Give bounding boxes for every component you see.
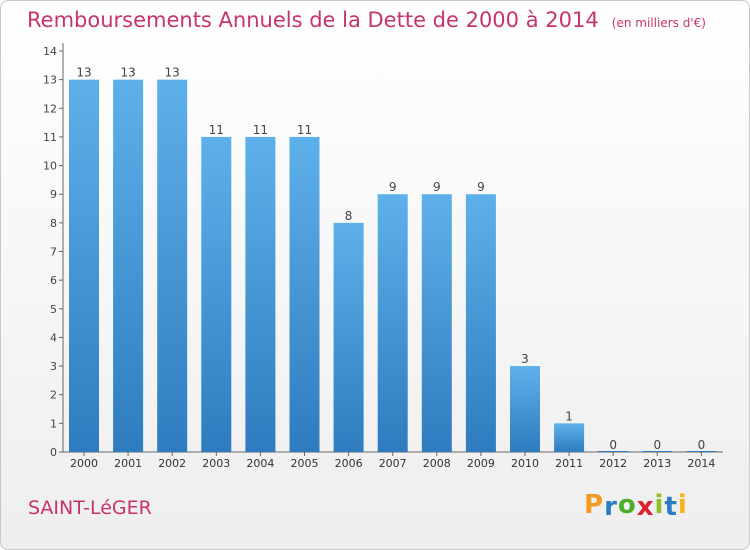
bar — [421, 194, 452, 452]
y-tick-label: 7 — [50, 246, 57, 259]
title-main: Remboursements Annuels de la Dette de 20… — [27, 8, 599, 32]
bar — [377, 194, 408, 452]
x-tick-label: 2012 — [599, 457, 627, 470]
y-tick-label: 14 — [43, 45, 57, 58]
logo-letter: t — [664, 492, 678, 522]
logo-letter: i — [654, 490, 665, 520]
chart-title: Remboursements Annuels de la Dette de 20… — [27, 8, 706, 32]
x-tick-label: 2013 — [643, 457, 671, 470]
logo-letter: i — [677, 490, 688, 520]
value-label: 9 — [477, 180, 485, 194]
bar — [245, 136, 276, 452]
x-tick-label: 2004 — [246, 457, 274, 470]
y-tick-label: 6 — [50, 274, 57, 287]
value-labels: 13 13 13 11 11 11 8 9 9 9 3 1 0 0 0 — [76, 66, 705, 452]
value-label: 11 — [297, 123, 312, 137]
bar — [201, 136, 232, 452]
logo-letter: r — [604, 492, 618, 522]
x-tick-label: 2010 — [511, 457, 539, 470]
commune-name: SAINT-LéGER — [28, 497, 152, 519]
value-label: 11 — [253, 123, 268, 137]
value-label: 8 — [345, 209, 353, 223]
bar — [157, 79, 188, 453]
y-tick-label: 0 — [50, 446, 57, 459]
x-tick-label: 2014 — [687, 457, 715, 470]
value-label: 13 — [165, 66, 180, 80]
value-label: 0 — [609, 438, 617, 452]
y-tick-label: 9 — [50, 188, 57, 201]
y-tick-label: 5 — [50, 303, 57, 316]
bar — [465, 194, 496, 452]
value-label: 11 — [209, 123, 224, 137]
proxiti-logo: Proxiti — [584, 490, 688, 522]
value-label: 3 — [521, 352, 529, 366]
value-label: 13 — [76, 66, 91, 80]
x-tick-label: 2011 — [555, 457, 583, 470]
bar — [333, 222, 364, 452]
bar — [69, 79, 99, 453]
x-tick-label: 2007 — [379, 457, 407, 470]
value-label: 0 — [698, 438, 706, 452]
y-tick-label: 12 — [43, 102, 57, 115]
y-tick-label: 3 — [50, 360, 57, 373]
logo-letter: o — [617, 490, 637, 520]
value-label: 1 — [565, 409, 573, 423]
x-tick-label: 2003 — [202, 457, 230, 470]
logo-letter: P — [584, 490, 605, 520]
bar — [554, 423, 585, 452]
x-tick-label: 2001 — [114, 457, 142, 470]
logo-letter: x — [636, 492, 655, 522]
value-label: 0 — [653, 438, 661, 452]
bar — [289, 136, 320, 452]
x-tick-label: 2000 — [70, 457, 98, 470]
y-tick-label: 4 — [50, 331, 57, 344]
value-label: 9 — [433, 180, 441, 194]
y-tick-label: 10 — [43, 160, 57, 173]
y-tick-label: 13 — [43, 74, 57, 87]
y-tick-label: 8 — [50, 217, 57, 230]
title-unit: (en milliers d'€) — [611, 16, 706, 30]
x-tick-label: 2005 — [291, 457, 319, 470]
value-label: 9 — [389, 180, 397, 194]
bar — [113, 79, 144, 453]
bars — [69, 79, 717, 453]
x-tick-label: 2002 — [158, 457, 186, 470]
bar — [510, 366, 540, 452]
y-tick-label: 1 — [50, 417, 57, 430]
x-tick-label: 2009 — [467, 457, 495, 470]
y-tick-label: 11 — [43, 131, 57, 144]
x-tick-label: 2008 — [423, 457, 451, 470]
value-label: 13 — [120, 66, 135, 80]
x-tick-label: 2006 — [335, 457, 363, 470]
y-tick-label: 2 — [50, 389, 57, 402]
